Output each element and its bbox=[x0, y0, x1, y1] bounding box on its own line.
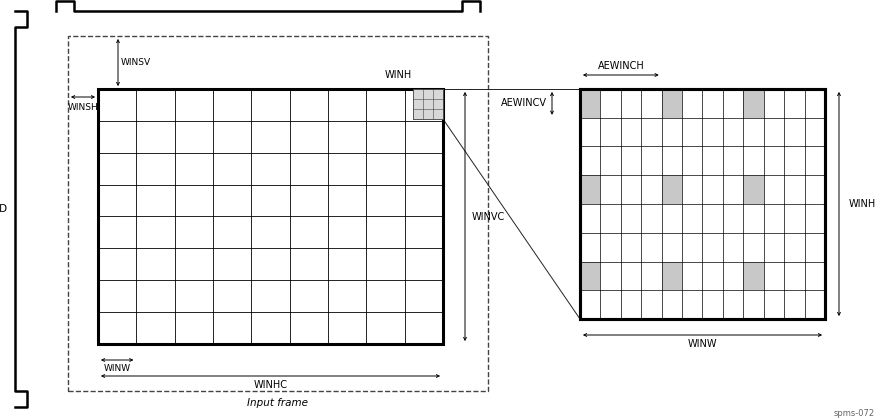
Text: WINH: WINH bbox=[385, 70, 412, 80]
Bar bbox=[662, 89, 682, 118]
Bar bbox=[580, 175, 601, 204]
Text: WINW: WINW bbox=[104, 364, 131, 372]
Bar bbox=[743, 89, 764, 118]
Text: VD: VD bbox=[0, 204, 8, 214]
Text: Input frame: Input frame bbox=[247, 398, 308, 408]
Text: HD: HD bbox=[90, 0, 105, 1]
Bar bbox=[743, 175, 764, 204]
Text: WINSV: WINSV bbox=[121, 58, 152, 67]
Bar bbox=[98, 89, 443, 344]
Bar bbox=[662, 261, 682, 290]
Bar bbox=[68, 36, 488, 391]
Bar bbox=[743, 261, 764, 290]
Text: WINW: WINW bbox=[688, 339, 718, 349]
Bar bbox=[580, 89, 601, 118]
Text: WINHC: WINHC bbox=[253, 380, 287, 390]
Bar bbox=[662, 175, 682, 204]
Bar bbox=[580, 89, 825, 319]
Bar bbox=[580, 261, 601, 290]
Text: AEWINCV: AEWINCV bbox=[501, 98, 547, 109]
Bar bbox=[580, 89, 825, 319]
Text: WINH: WINH bbox=[849, 199, 876, 209]
Bar bbox=[413, 89, 443, 119]
Text: spms-072: spms-072 bbox=[834, 409, 875, 417]
Text: AEWINCH: AEWINCH bbox=[597, 61, 644, 71]
Text: WINSH: WINSH bbox=[67, 103, 98, 111]
Text: WINVC: WINVC bbox=[472, 212, 505, 222]
